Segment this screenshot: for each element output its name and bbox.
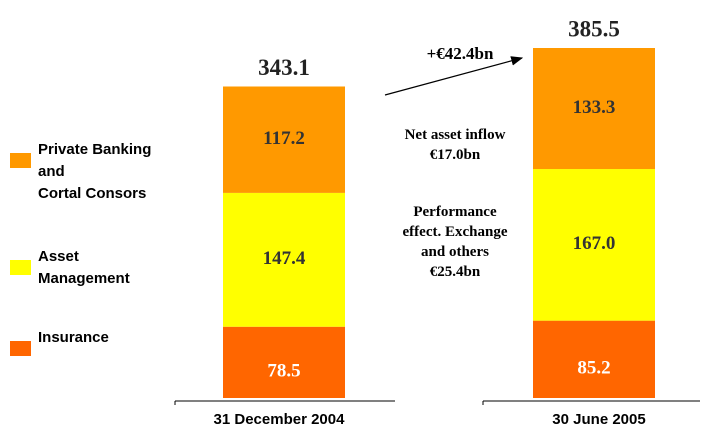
total-label: 385.5 [568,16,620,41]
bar-segment [533,320,655,398]
change-arrow [384,56,524,96]
legend-swatch [10,260,31,275]
bar-segment [533,48,655,170]
x-tick-label: 30 June 2005 [552,411,645,428]
annotation: +€42.4bn [426,44,494,63]
annotation: Performance effect. Exchange and others … [402,204,508,280]
total-label: 343.1 [258,55,310,80]
bar-segment [533,169,655,321]
legend-label: Insurance [38,329,109,346]
value-label: 78.5 [267,361,300,382]
value-label: 147.4 [263,248,306,269]
bar-segment [223,326,345,398]
value-label: 167.0 [573,233,616,254]
value-label: 117.2 [263,128,305,149]
legend-label: Private Banking and Cortal Consors [38,141,152,202]
legend-swatch [10,341,31,356]
legend-label: Asset Management [38,248,130,287]
value-label: 85.2 [577,358,610,379]
bar-segment [223,192,345,327]
bar-segment [223,86,345,193]
x-tick-label: 31 December 2004 [214,411,346,428]
annotation: Net asset inflow €17.0bn [404,127,506,163]
value-label: 133.3 [573,97,616,118]
legend-swatch [10,153,31,168]
